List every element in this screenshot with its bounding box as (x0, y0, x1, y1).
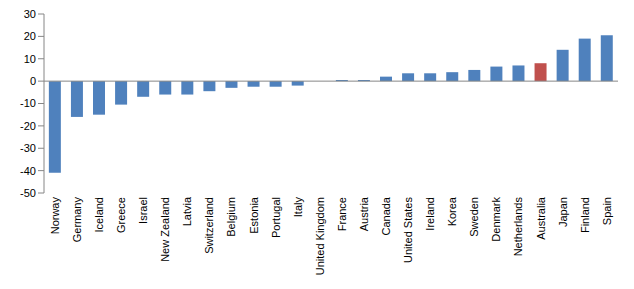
svg-text:Switzerland: Switzerland (203, 197, 215, 254)
svg-text:Sweden: Sweden (468, 197, 480, 237)
svg-text:30: 30 (24, 8, 36, 20)
svg-text:Italy: Italy (292, 197, 304, 218)
svg-text:Greece: Greece (115, 197, 127, 233)
svg-text:-30: -30 (20, 142, 36, 154)
svg-text:Australia: Australia (535, 196, 547, 240)
svg-text:-40: -40 (20, 165, 36, 177)
svg-text:-50: -50 (20, 187, 36, 199)
svg-text:Portugal: Portugal (270, 197, 282, 238)
svg-text:0: 0 (30, 75, 36, 87)
svg-text:United Kingdom: United Kingdom (314, 197, 326, 275)
svg-text:Norway: Norway (49, 197, 61, 235)
svg-text:Japan: Japan (557, 197, 569, 227)
svg-text:Finland: Finland (579, 197, 591, 233)
svg-text:Spain: Spain (601, 197, 613, 225)
svg-text:Netherlands: Netherlands (512, 197, 524, 257)
svg-text:Denmark: Denmark (490, 197, 502, 242)
svg-text:Ireland: Ireland (424, 197, 436, 231)
svg-text:-20: -20 (20, 120, 36, 132)
svg-text:-10: -10 (20, 97, 36, 109)
svg-text:France: France (336, 197, 348, 231)
svg-text:20: 20 (24, 30, 36, 42)
svg-text:Belgium: Belgium (225, 197, 237, 237)
svg-text:Iceland: Iceland (93, 197, 105, 232)
svg-text:Austria: Austria (358, 196, 370, 231)
svg-text:Korea: Korea (446, 196, 458, 226)
svg-text:10: 10 (24, 53, 36, 65)
svg-text:United States: United States (402, 197, 414, 264)
svg-text:Israel: Israel (137, 197, 149, 224)
svg-text:Latvia: Latvia (181, 196, 193, 226)
svg-text:Germany: Germany (71, 197, 83, 243)
svg-text:Estonia: Estonia (248, 196, 260, 234)
svg-text:Canada: Canada (380, 196, 392, 235)
svg-text:New Zealand: New Zealand (159, 197, 171, 262)
